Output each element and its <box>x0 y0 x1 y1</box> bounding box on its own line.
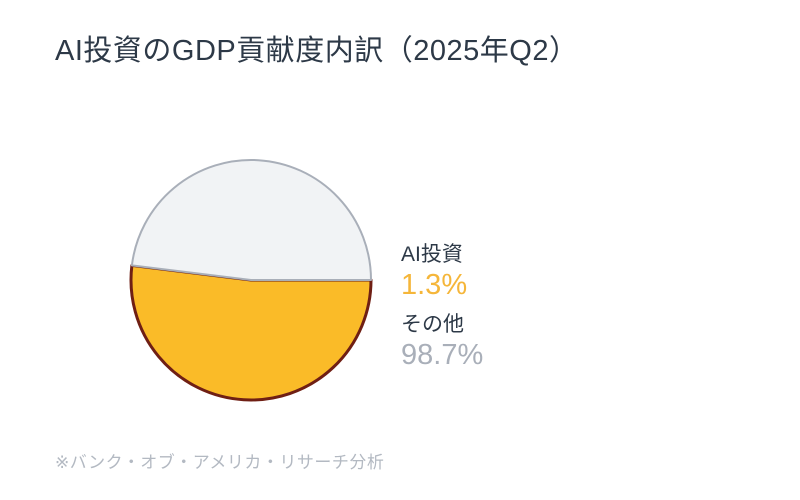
legend-other-label: その他 <box>401 313 464 336</box>
legend: AI投資 1.3% その他 98.7% <box>401 240 483 371</box>
source-note: ※バンク・オブ・アメリカ・リサーチ分析 <box>55 453 385 472</box>
legend-ai-value: 1.3% <box>401 269 468 301</box>
pie-slice-AI投資 <box>129 263 373 402</box>
legend-ai-label: AI投資 <box>401 243 463 266</box>
pie-chart <box>129 158 373 402</box>
page-title: AI投資のGDP貢献度内訳（2025年Q2） <box>55 35 579 67</box>
pie-slice-その他 <box>130 158 372 281</box>
legend-other-value: 98.7% <box>401 339 484 371</box>
